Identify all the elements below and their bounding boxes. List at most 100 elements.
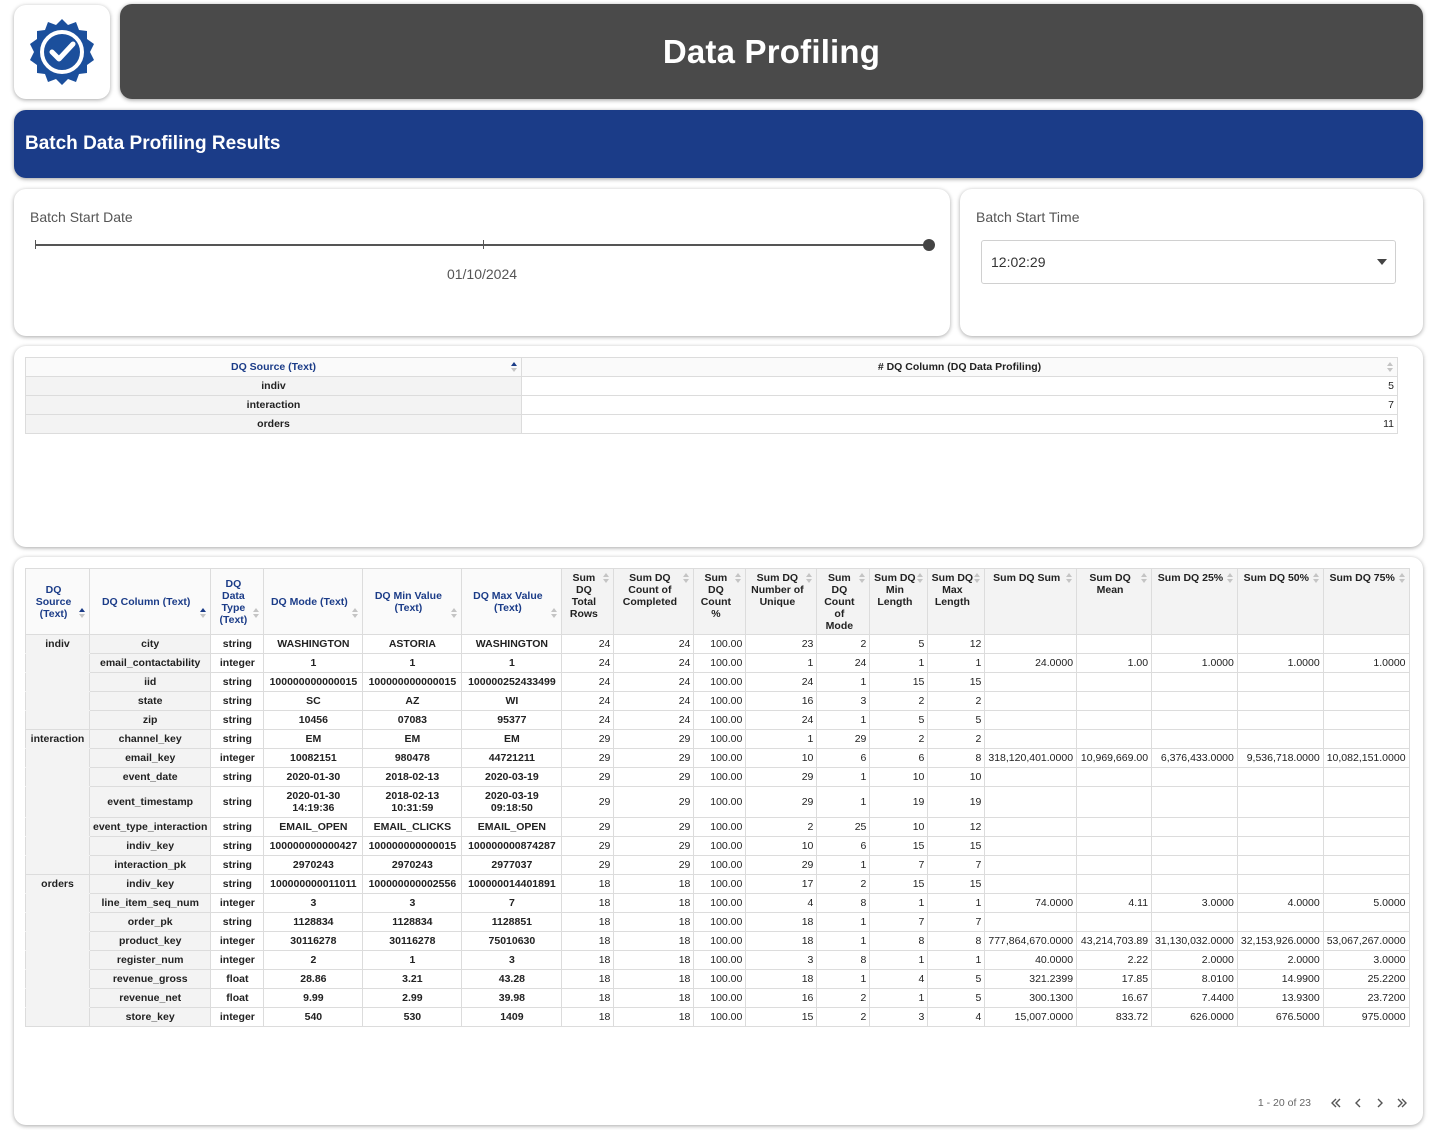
- cell-column: iid: [88, 672, 212, 692]
- sort-icon[interactable]: [451, 608, 458, 618]
- summary-header-source[interactable]: DQ Source (Text): [25, 357, 522, 377]
- header-max-len[interactable]: Sum DQ Max Length: [927, 568, 986, 635]
- cell-min-len: 10: [869, 767, 929, 787]
- header-pct[interactable]: Sum DQ Count %: [693, 568, 747, 635]
- sort-icon[interactable]: [974, 573, 981, 583]
- sort-icon[interactable]: [603, 573, 610, 583]
- cell-min-len: 10: [869, 817, 929, 837]
- cell-max-len: 8: [927, 748, 986, 768]
- cell-p75: 5.0000: [1322, 893, 1410, 913]
- caret-down-icon[interactable]: [1377, 259, 1387, 265]
- double-chevron-left-icon[interactable]: [1329, 1096, 1343, 1110]
- cell-mode-count: 1: [816, 855, 871, 875]
- sort-icon[interactable]: [253, 608, 260, 618]
- sort-icon[interactable]: [735, 573, 742, 583]
- cell-total: 29: [561, 767, 615, 787]
- sort-icon[interactable]: [352, 608, 359, 618]
- cell-mode: 2970243: [263, 855, 364, 875]
- cell-mode-count: 2: [816, 1007, 871, 1027]
- sort-icon[interactable]: [859, 573, 866, 583]
- chevron-left-icon[interactable]: [1351, 1096, 1365, 1110]
- sort-icon[interactable]: [1398, 573, 1406, 583]
- sort-icon[interactable]: [1226, 573, 1234, 583]
- header-total[interactable]: Sum DQ Total Rows: [561, 568, 615, 635]
- cell-type: integer: [210, 893, 265, 913]
- pagination: 1 - 20 of 23: [1258, 1096, 1409, 1110]
- cell-p50: 1.0000: [1236, 653, 1324, 673]
- cell-sum: 321.2399: [984, 969, 1078, 989]
- sort-icon[interactable]: [1141, 573, 1148, 583]
- sort-icon[interactable]: [1387, 362, 1394, 372]
- cell-total: 29: [561, 817, 615, 837]
- batch-start-time-control: Batch Start Time 12:02:29: [960, 189, 1423, 336]
- header-p50[interactable]: Sum DQ 50%: [1236, 568, 1324, 635]
- summary-header-count[interactable]: # DQ Column (DQ Data Profiling): [521, 357, 1398, 377]
- chevron-right-icon[interactable]: [1373, 1096, 1387, 1110]
- header-p25[interactable]: Sum DQ 25%: [1151, 568, 1238, 635]
- header-source[interactable]: DQ Source (Text): [25, 568, 90, 635]
- cell-min: 1128834: [362, 912, 463, 932]
- cell-sum: [984, 729, 1078, 749]
- sort-icon[interactable]: [511, 362, 518, 372]
- header-sum[interactable]: Sum DQ Sum: [984, 568, 1078, 635]
- header-min[interactable]: DQ Min Value (Text): [362, 568, 463, 635]
- double-chevron-right-icon[interactable]: [1395, 1096, 1409, 1110]
- cell-p75: 3.0000: [1322, 950, 1410, 970]
- summary-row: indiv 5: [25, 376, 1398, 396]
- cell-total: 24: [561, 691, 615, 711]
- header-completed[interactable]: Sum DQ Count of Completed: [613, 568, 695, 635]
- cell-min: EMAIL_CLICKS: [362, 817, 463, 837]
- sort-icon[interactable]: [79, 608, 86, 618]
- cell-max-len: 12: [927, 817, 986, 837]
- header-mode[interactable]: DQ Mode (Text): [263, 568, 364, 635]
- header-p75[interactable]: Sum DQ 75%: [1322, 568, 1410, 635]
- header-max[interactable]: DQ Max Value (Text): [461, 568, 563, 635]
- sort-icon[interactable]: [1066, 573, 1073, 583]
- sort-icon[interactable]: [200, 608, 207, 618]
- cell-source: [25, 691, 90, 711]
- cell-min-len: 2: [869, 691, 929, 711]
- cell-mode-count: 1: [816, 786, 871, 818]
- cell-type: float: [210, 969, 265, 989]
- header-min-len[interactable]: Sum DQ Min Length: [869, 568, 929, 635]
- cell-sum: 15,007.0000: [984, 1007, 1078, 1027]
- header-mean[interactable]: Sum DQ Mean: [1076, 568, 1153, 635]
- batch-start-time-select[interactable]: 12:02:29: [981, 240, 1396, 284]
- title-banner: Data Profiling: [120, 4, 1423, 99]
- cell-column: event_type_interaction: [88, 817, 212, 837]
- cell-completed: 18: [613, 950, 695, 970]
- cell-max: 95377: [461, 710, 563, 730]
- sort-icon[interactable]: [683, 573, 690, 583]
- cell-unique: 17: [745, 874, 818, 894]
- cell-max: 2977037: [461, 855, 563, 875]
- cell-mode: 540: [263, 1007, 364, 1027]
- cell-min-len: 1: [869, 950, 929, 970]
- cell-type: float: [210, 988, 265, 1008]
- verified-badge-icon: [30, 19, 94, 85]
- cell-source: [25, 653, 90, 673]
- cell-pct: 100.00: [693, 786, 747, 818]
- cell-min-len: 1: [869, 893, 929, 913]
- cell-max: 100000000874287: [461, 836, 563, 856]
- cell-source: indiv: [25, 634, 90, 654]
- cell-pct: 100.00: [693, 874, 747, 894]
- cell-completed: 29: [613, 836, 695, 856]
- header-column[interactable]: DQ Column (Text): [88, 568, 212, 635]
- cell-p75: 10,082,151.0000: [1322, 748, 1410, 768]
- cell-max: EM: [461, 729, 563, 749]
- cell-min: 3.21: [362, 969, 463, 989]
- sort-icon[interactable]: [806, 573, 813, 583]
- sort-icon[interactable]: [1312, 573, 1320, 583]
- cell-mode: 100000000000427: [263, 836, 364, 856]
- sort-icon[interactable]: [917, 573, 924, 583]
- date-slider-handle[interactable]: [923, 239, 935, 251]
- cell-sum: [984, 836, 1078, 856]
- cell-mean: [1076, 836, 1153, 856]
- sort-icon[interactable]: [551, 608, 558, 618]
- cell-max: 3: [461, 950, 563, 970]
- table-row: order_pk string 1128834 1128834 1128851 18 18 1…: [25, 912, 1410, 932]
- header-unique[interactable]: Sum DQ Number of Unique: [745, 568, 818, 635]
- cell-mean: [1076, 786, 1153, 818]
- header-type[interactable]: DQ Data Type (Text): [210, 568, 265, 635]
- header-mode-count[interactable]: Sum DQ Count of Mode: [816, 568, 871, 635]
